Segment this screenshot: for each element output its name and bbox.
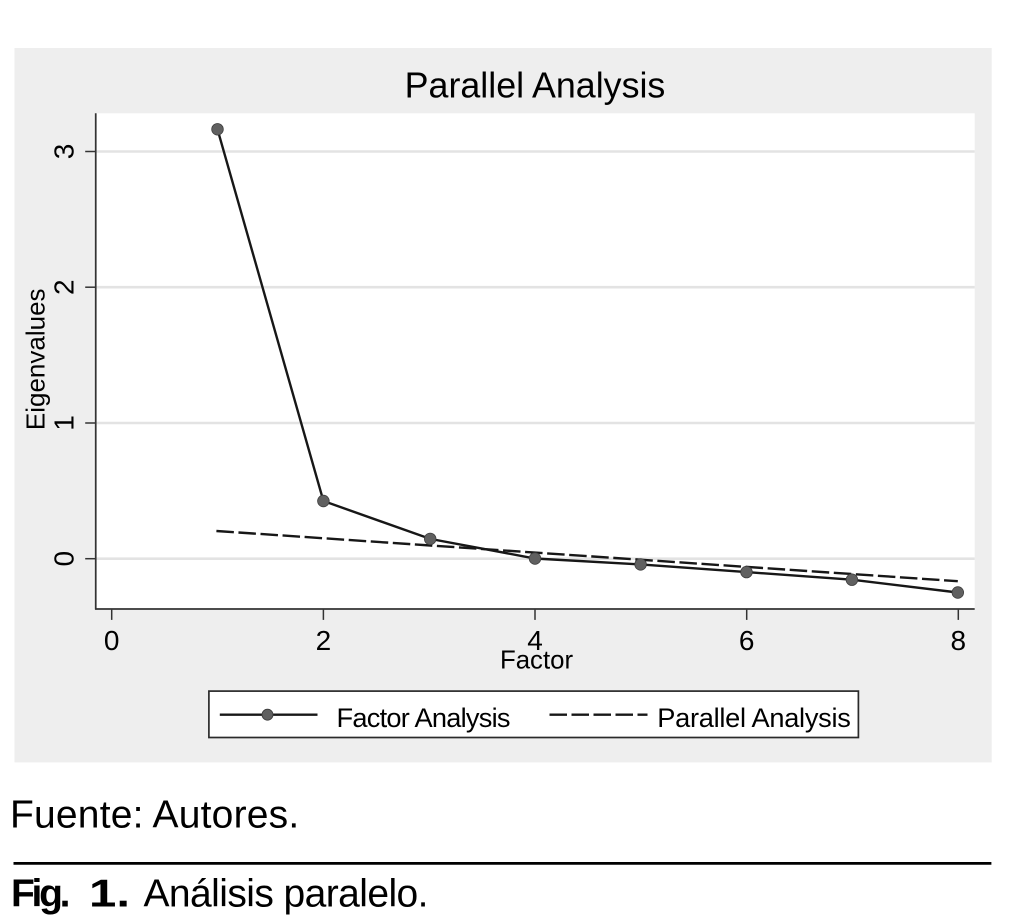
svg-text:Factor: Factor (500, 646, 574, 674)
svg-text:Fig.1.Análisis paralelo.: Fig. 1. Análisis paralelo. (11, 872, 429, 915)
svg-text:Fuente: Autores.: Fuente: Autores. (10, 793, 299, 836)
svg-text:0: 0 (104, 625, 120, 656)
svg-text:6: 6 (739, 625, 755, 656)
svg-text:1: 1 (49, 415, 80, 431)
svg-text:3: 3 (49, 144, 80, 160)
svg-text:Parallel Analysis: Parallel Analysis (657, 702, 851, 733)
svg-text:Parallel Analysis: Parallel Analysis (405, 66, 666, 106)
svg-text:0: 0 (49, 551, 80, 567)
svg-text:2: 2 (316, 625, 332, 656)
svg-text:2: 2 (49, 279, 80, 295)
svg-text:8: 8 (951, 625, 967, 656)
svg-text:4: 4 (527, 625, 543, 656)
svg-text:Eigenvalues: Eigenvalues (21, 288, 51, 430)
svg-text:Factor Analysis: Factor Analysis (337, 702, 511, 733)
